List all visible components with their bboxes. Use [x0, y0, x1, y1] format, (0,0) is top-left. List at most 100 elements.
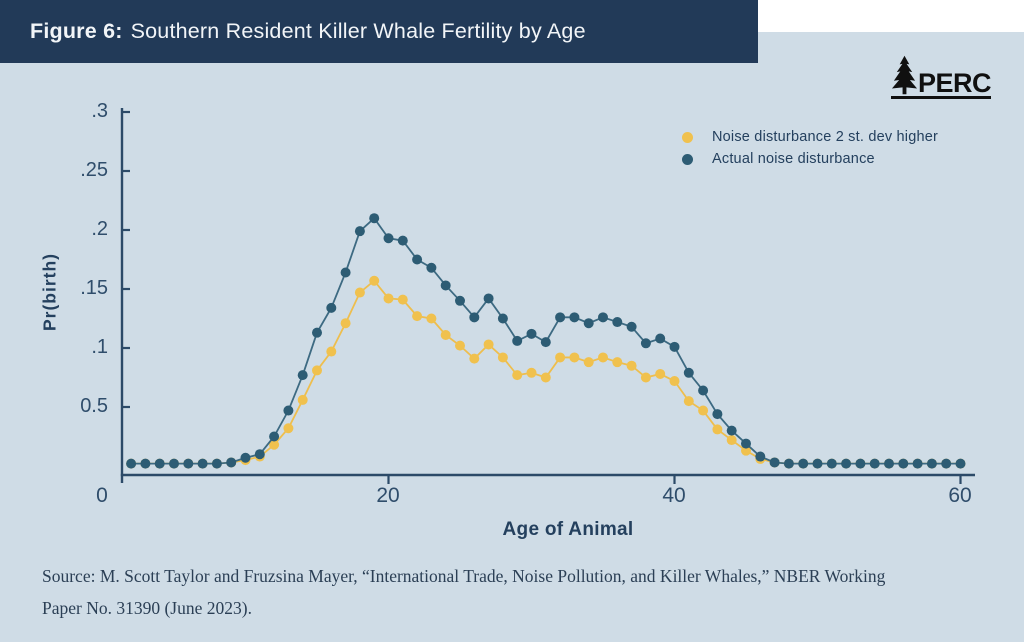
figure-header: Figure 6: Southern Resident Killer Whale… [0, 0, 758, 63]
data-point [483, 293, 494, 304]
y-tick-label: .25 [80, 159, 108, 181]
figure-title: Southern Resident Killer Whale Fertility… [130, 19, 586, 43]
data-point [512, 370, 523, 381]
data-point [912, 458, 923, 469]
data-point [612, 357, 623, 368]
data-point [926, 458, 937, 469]
data-point [226, 457, 237, 468]
data-point [297, 370, 308, 381]
data-point [698, 405, 709, 416]
data-point [540, 337, 551, 348]
figure-number-label: Figure 6: [30, 19, 123, 43]
data-point [126, 458, 137, 469]
data-point [211, 458, 222, 469]
data-point [269, 439, 280, 450]
data-point [783, 458, 794, 469]
data-point [569, 312, 580, 323]
data-point [383, 233, 394, 244]
data-point [326, 346, 337, 357]
data-point [283, 405, 294, 416]
data-point [154, 458, 165, 469]
data-point [755, 451, 766, 462]
data-point [240, 452, 251, 463]
legend-label: Actual noise disturbance [712, 151, 875, 167]
data-point [640, 372, 651, 383]
data-point [741, 445, 751, 456]
data-point [655, 333, 666, 344]
chart-legend: Noise disturbance 2 st. dev higher Actua… [682, 126, 938, 170]
data-point [669, 376, 680, 387]
data-point [626, 360, 637, 371]
data-point [526, 367, 537, 378]
data-point [712, 409, 723, 420]
data-point [569, 352, 580, 363]
data-point [583, 357, 594, 368]
data-point [369, 275, 380, 286]
data-point [326, 302, 337, 313]
y-tick-label: .3 [91, 100, 108, 122]
data-point [254, 449, 265, 460]
series-noise-2sd-higher [126, 275, 966, 469]
data-point [140, 458, 151, 469]
data-point [354, 226, 365, 237]
data-point [312, 327, 322, 338]
y-tick-label: .15 [80, 277, 108, 299]
x-tick-label: 20 [376, 484, 400, 507]
data-point [440, 280, 451, 291]
data-point [483, 339, 494, 350]
data-point [841, 458, 852, 469]
data-point [169, 458, 179, 469]
data-point [440, 330, 451, 341]
x-tick-label: 40 [662, 484, 686, 507]
data-point [497, 352, 508, 363]
data-point [354, 287, 365, 298]
data-point [426, 313, 437, 324]
data-point [383, 293, 394, 304]
data-point [726, 425, 737, 436]
legend-dot-teal [682, 153, 693, 165]
data-point [869, 458, 880, 469]
data-point [512, 335, 523, 346]
source-line: Paper No. 31390 (June 2023). [42, 598, 252, 618]
legend-dot-yellow [682, 131, 693, 143]
x-tick-label: 60 [948, 484, 972, 507]
source-line: Source: M. Scott Taylor and Fruzsina May… [42, 566, 886, 586]
data-point [269, 431, 280, 442]
legend-label: Noise disturbance 2 st. dev higher [712, 129, 939, 145]
data-point [555, 352, 566, 363]
data-point [297, 394, 308, 405]
header-white-strip [758, 0, 1024, 32]
data-point [469, 353, 480, 364]
data-point [555, 312, 566, 323]
data-point [526, 328, 537, 339]
data-point [455, 340, 465, 351]
data-point [340, 267, 351, 278]
y-tick-label: 0.5 [80, 395, 108, 417]
data-point [412, 254, 423, 265]
data-point [769, 457, 780, 468]
data-point [683, 396, 694, 407]
data-point [540, 372, 551, 383]
data-point [669, 341, 680, 352]
data-point [283, 423, 294, 434]
data-point [426, 262, 437, 273]
data-point [955, 458, 966, 469]
data-point [741, 438, 751, 449]
source-note: Source: M. Scott Taylor and Fruzsina May… [42, 560, 962, 624]
data-point [698, 385, 709, 396]
data-point [798, 458, 809, 469]
legend-item: Noise disturbance 2 st. dev higher [682, 126, 938, 148]
perc-logo-text: PERC [918, 68, 992, 99]
data-point [941, 458, 952, 469]
data-point [612, 317, 623, 328]
series-line-noise-2sd-higher [131, 279, 961, 465]
pine-tree-icon [891, 55, 918, 95]
data-point [497, 313, 508, 324]
data-point [397, 235, 408, 246]
data-point [683, 367, 694, 378]
data-point [197, 458, 208, 469]
y-tick-label: .1 [91, 336, 108, 358]
y-axis-title: Pr(birth) [39, 252, 60, 332]
data-point [455, 295, 465, 306]
